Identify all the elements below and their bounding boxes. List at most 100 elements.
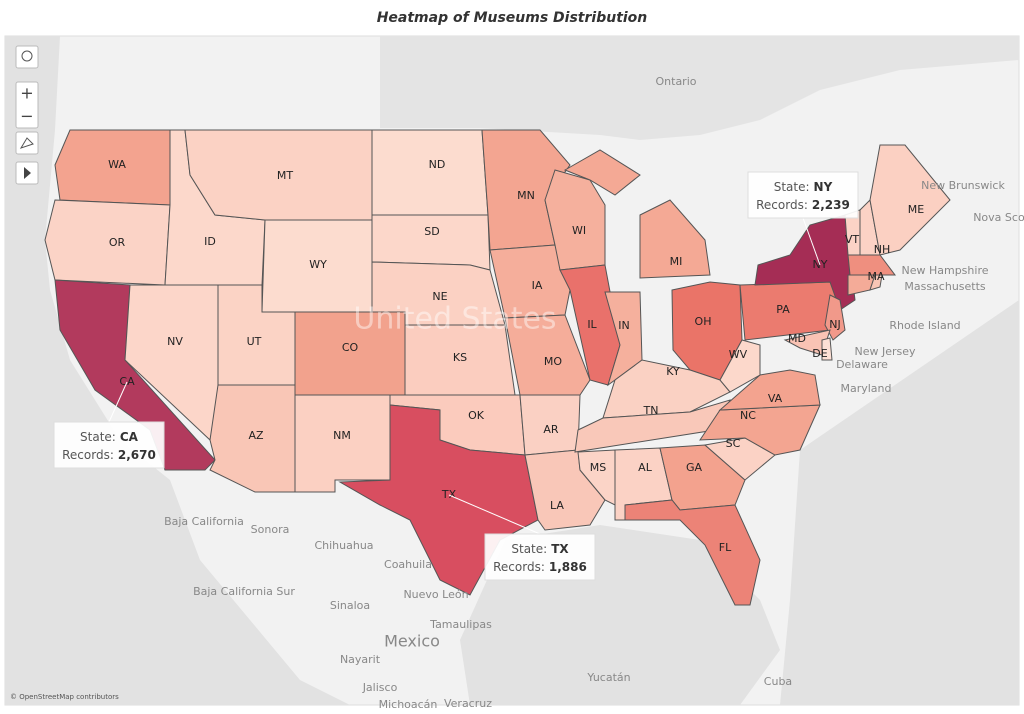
place-label: New Hampshire xyxy=(901,264,988,277)
play-icon xyxy=(24,167,31,179)
state-label: TN xyxy=(643,404,659,417)
state-label: OH xyxy=(695,315,712,328)
callout-box xyxy=(747,171,859,219)
records-label: Records: xyxy=(493,560,545,574)
state-shape xyxy=(371,214,491,271)
state-label: SD xyxy=(424,225,439,238)
place-label: Massachusetts xyxy=(904,280,986,293)
callout-box xyxy=(53,421,165,469)
pacific xyxy=(5,36,350,705)
state-shape xyxy=(754,214,856,311)
state-label: GA xyxy=(686,461,703,474)
callout-line xyxy=(802,217,821,266)
pin-button[interactable] xyxy=(15,131,39,155)
state-label: MO xyxy=(544,355,562,368)
state-shape xyxy=(489,244,571,319)
state-label: NC xyxy=(740,409,756,422)
state-shape xyxy=(563,149,641,196)
place-label: Ontario xyxy=(656,75,697,88)
state-value: TX xyxy=(551,542,569,556)
state-label: WI xyxy=(572,224,586,237)
state-label: MA xyxy=(867,270,884,283)
place-label: Nuevo León xyxy=(403,588,468,601)
state-shape xyxy=(544,169,606,271)
state-label: IN xyxy=(618,319,629,332)
place-label: Maryland xyxy=(840,382,891,395)
state-label: NH xyxy=(874,243,891,256)
state-label: UT xyxy=(247,335,262,348)
state-label: OR xyxy=(109,236,126,249)
place-label: Rhode Island xyxy=(889,319,960,332)
records-value: 1,886 xyxy=(549,560,587,574)
place-label: Michoacán xyxy=(379,698,438,710)
place-label: Veracruz xyxy=(444,697,492,710)
state-label: ID xyxy=(204,235,216,248)
state-value: CA xyxy=(120,430,139,444)
state-label: KY xyxy=(666,365,680,378)
place-label: Mexico xyxy=(384,632,440,651)
state-label: CO xyxy=(342,341,359,354)
place-label: New Jersey xyxy=(854,345,916,358)
callout-records: Records: 1,886 xyxy=(493,560,587,574)
state-label: AZ xyxy=(248,429,264,442)
search-icon xyxy=(21,50,33,62)
state-label: OK xyxy=(468,409,485,422)
state-label: MN xyxy=(517,189,535,202)
place-label: Coahuila xyxy=(384,558,432,571)
labels: WA OR CA NV ID MT WY UT AZ CO NM ND SD NE KS OK TX MN IA MO… xyxy=(108,75,1024,711)
state-label: NV xyxy=(167,335,183,348)
state-shape xyxy=(718,369,821,411)
state-label: FL xyxy=(719,541,732,554)
state-label: WY xyxy=(309,258,327,271)
state-shape xyxy=(821,337,833,361)
records-label: Records: xyxy=(756,198,808,212)
callout-state: State: NY xyxy=(774,180,833,194)
state-label: WV xyxy=(729,348,748,361)
state-shape xyxy=(504,314,591,396)
place-label: Cuba xyxy=(764,675,792,688)
zoom-out[interactable]: − xyxy=(20,107,33,126)
state-label: KS xyxy=(453,351,467,364)
title: Heatmap of Museums Distribution xyxy=(377,10,648,26)
place-label: Baja California Sur xyxy=(193,585,295,598)
callout-records: Records: 2,239 xyxy=(756,198,850,212)
callout-state: State: CA xyxy=(80,430,139,444)
callout-line xyxy=(108,381,128,423)
callout-records: Records: 2,670 xyxy=(62,448,156,462)
place-label: Yucatán xyxy=(586,671,630,684)
state-label-text: State: xyxy=(774,180,810,194)
callout-box xyxy=(484,533,596,581)
atlantic xyxy=(780,300,1019,705)
state-value: NY xyxy=(814,180,833,194)
state-label: LA xyxy=(550,499,564,512)
state-label: MS xyxy=(590,461,606,474)
state-shape xyxy=(371,129,489,216)
zoom-in[interactable]: + xyxy=(20,84,33,103)
state-label: IA xyxy=(532,279,543,292)
state-label: VT xyxy=(845,233,860,246)
state-label: NJ xyxy=(829,318,840,331)
state-shape xyxy=(869,274,883,291)
state-label: TX xyxy=(441,488,457,501)
state-label: MD xyxy=(788,332,806,345)
state-label: DE xyxy=(812,347,827,360)
state-label-text: State: xyxy=(80,430,116,444)
state-label: IL xyxy=(587,318,597,331)
place-label: Nova Scotia xyxy=(973,211,1024,224)
pin-icon xyxy=(19,137,34,149)
state-label: SC xyxy=(726,437,741,450)
state-shape xyxy=(719,339,761,393)
records-value: 2,670 xyxy=(118,448,156,462)
state-shape xyxy=(577,449,616,506)
state-shape xyxy=(847,254,896,276)
place-label: Nayarit xyxy=(340,653,381,666)
search-button[interactable] xyxy=(15,45,39,69)
state-label: ME xyxy=(908,203,924,216)
place-label: Baja California xyxy=(164,515,244,528)
zoom-control[interactable] xyxy=(15,81,39,129)
callout-line xyxy=(448,494,541,535)
state-shape xyxy=(44,199,171,286)
